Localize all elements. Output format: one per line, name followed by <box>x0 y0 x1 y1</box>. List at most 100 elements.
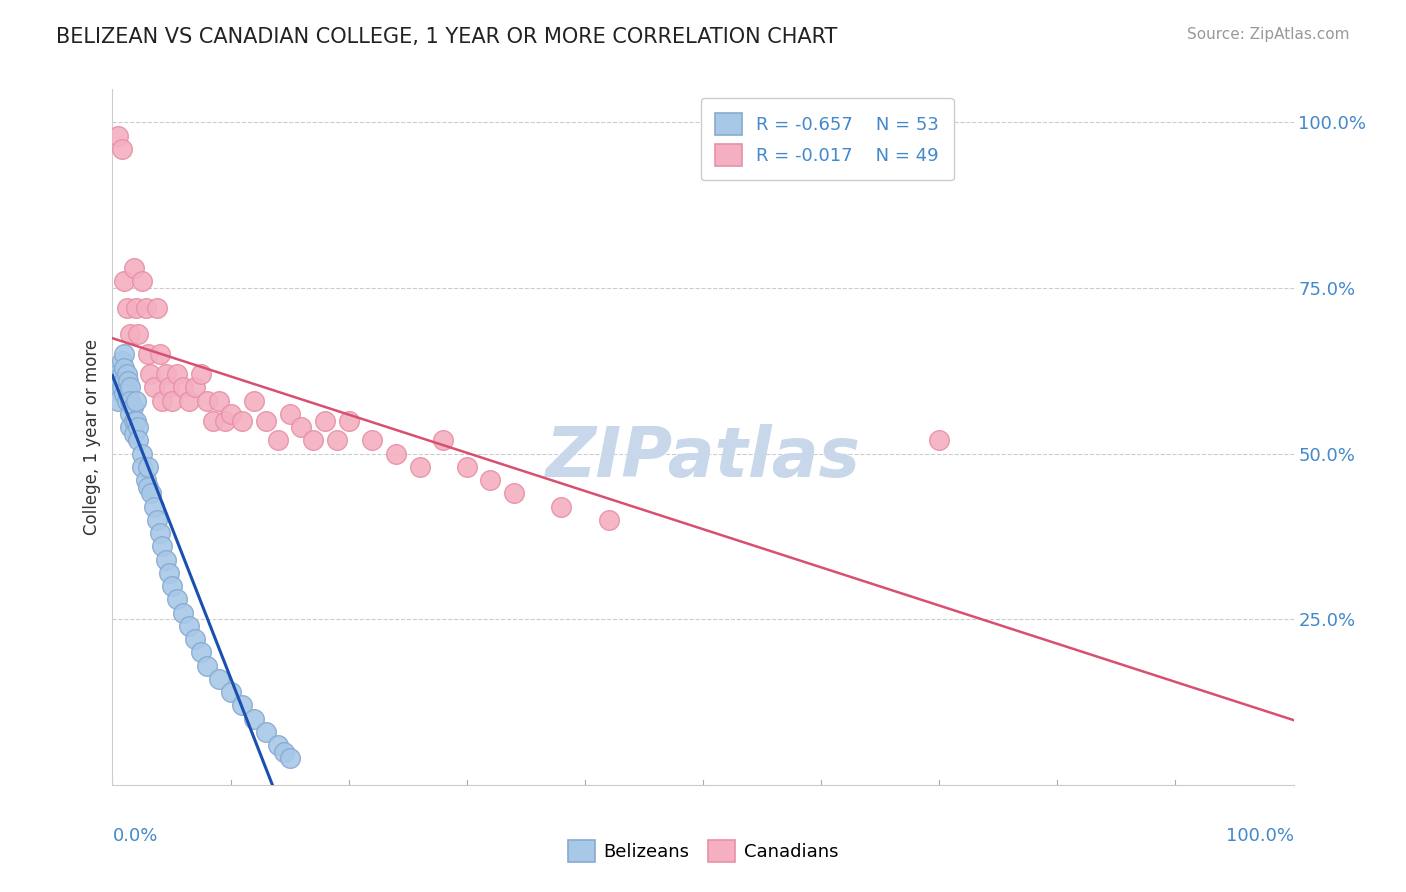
Point <box>121 401 143 415</box>
Point <box>122 261 145 276</box>
Point <box>267 434 290 448</box>
Point <box>111 380 134 394</box>
Point <box>314 413 336 427</box>
Point <box>136 480 159 494</box>
Point <box>503 486 526 500</box>
Point <box>155 367 177 381</box>
Point <box>146 301 169 315</box>
Point <box>135 301 157 315</box>
Point <box>267 738 290 752</box>
Text: 0.0%: 0.0% <box>112 827 157 845</box>
Point <box>243 393 266 408</box>
Point <box>254 413 277 427</box>
Point <box>127 420 149 434</box>
Point <box>125 301 148 315</box>
Point <box>117 387 139 401</box>
Point <box>219 685 242 699</box>
Point <box>127 434 149 448</box>
Point <box>139 367 162 381</box>
Point <box>149 526 172 541</box>
Point <box>120 327 142 342</box>
Point <box>157 566 180 580</box>
Point <box>160 393 183 408</box>
Point <box>479 473 502 487</box>
Point <box>928 434 950 448</box>
Point <box>107 380 129 394</box>
Point <box>166 367 188 381</box>
Point <box>111 354 134 368</box>
Point <box>179 619 201 633</box>
Point <box>201 413 224 427</box>
Point <box>184 632 207 647</box>
Legend: R = -0.657    N = 53, R = -0.017    N = 49: R = -0.657 N = 53, R = -0.017 N = 49 <box>700 98 953 180</box>
Point <box>254 725 277 739</box>
Point <box>107 393 129 408</box>
Point <box>120 420 142 434</box>
Point <box>302 434 325 448</box>
Point <box>136 347 159 361</box>
Text: BELIZEAN VS CANADIAN COLLEGE, 1 YEAR OR MORE CORRELATION CHART: BELIZEAN VS CANADIAN COLLEGE, 1 YEAR OR … <box>56 27 838 46</box>
Point <box>598 513 620 527</box>
Text: Source: ZipAtlas.com: Source: ZipAtlas.com <box>1187 27 1350 42</box>
Point <box>273 745 295 759</box>
Point <box>190 645 212 659</box>
Point <box>149 347 172 361</box>
Point <box>190 367 212 381</box>
Point <box>278 407 301 421</box>
Point <box>112 347 135 361</box>
Point <box>243 712 266 726</box>
Point <box>125 393 148 408</box>
Point <box>115 380 138 394</box>
Point <box>131 447 153 461</box>
Point <box>115 393 138 408</box>
Point <box>122 413 145 427</box>
Legend: Belizeans, Canadians: Belizeans, Canadians <box>561 833 845 870</box>
Point <box>125 413 148 427</box>
Point <box>278 751 301 765</box>
Point <box>337 413 360 427</box>
Point <box>146 513 169 527</box>
Point <box>131 274 153 288</box>
Point <box>385 447 408 461</box>
Point <box>150 540 173 554</box>
Point <box>550 500 572 514</box>
Point <box>195 393 218 408</box>
Point <box>172 380 194 394</box>
Point <box>135 473 157 487</box>
Point <box>107 128 129 143</box>
Point <box>326 434 349 448</box>
Point <box>179 393 201 408</box>
Point <box>120 380 142 394</box>
Point <box>172 606 194 620</box>
Point <box>157 380 180 394</box>
Point <box>166 592 188 607</box>
Point <box>122 426 145 441</box>
Point <box>231 413 253 427</box>
Point <box>432 434 454 448</box>
Point <box>131 459 153 474</box>
Point <box>408 459 430 474</box>
Point <box>150 393 173 408</box>
Point <box>231 698 253 713</box>
Point <box>214 413 236 427</box>
Point <box>184 380 207 394</box>
Point <box>219 407 242 421</box>
Point <box>111 142 134 156</box>
Point <box>290 420 312 434</box>
Point <box>117 374 139 388</box>
Point <box>120 393 142 408</box>
Text: ZIPatlas: ZIPatlas <box>546 425 860 491</box>
Point <box>142 500 165 514</box>
Point <box>112 360 135 375</box>
Point <box>107 367 129 381</box>
Point <box>160 579 183 593</box>
Point <box>195 658 218 673</box>
Text: 100.0%: 100.0% <box>1226 827 1294 845</box>
Point <box>111 367 134 381</box>
Point <box>112 387 135 401</box>
Point <box>456 459 478 474</box>
Point <box>208 393 231 408</box>
Point <box>141 486 163 500</box>
Point <box>127 327 149 342</box>
Point <box>120 407 142 421</box>
